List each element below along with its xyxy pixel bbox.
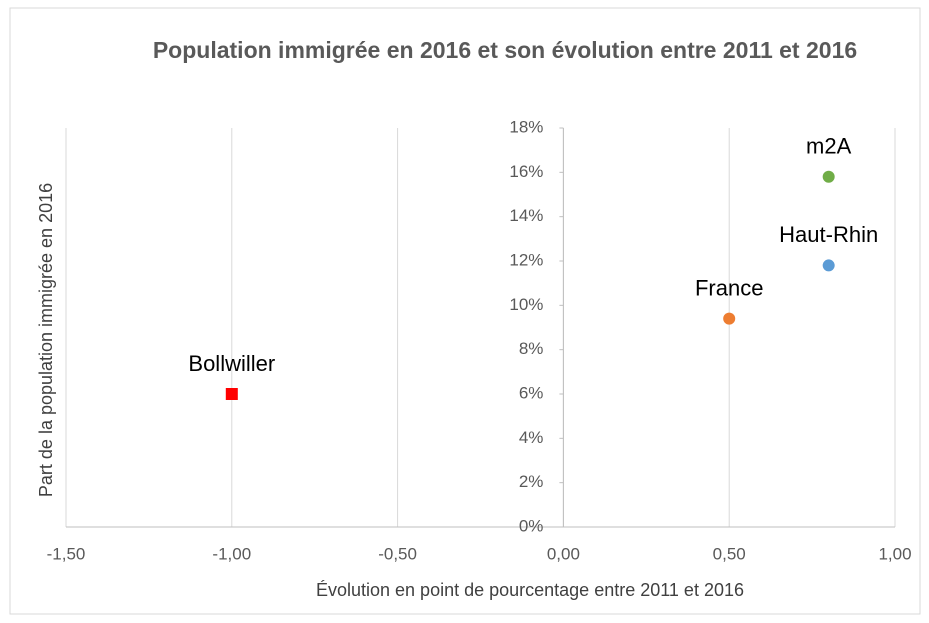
y-tick-label: 12% (509, 250, 543, 269)
y-tick-label: 8% (519, 339, 544, 358)
y-tick-label: 0% (519, 516, 544, 535)
point (723, 312, 736, 325)
y-tick-label: 2% (519, 472, 544, 491)
x-tick-label: 0,00 (547, 544, 580, 563)
y-tick-label: 10% (509, 295, 543, 314)
x-tick-label: -0,50 (378, 544, 417, 563)
x-axis-title: Évolution en point de pourcentage entre … (316, 580, 744, 600)
point (225, 388, 238, 400)
y-tick-label: 14% (509, 206, 543, 225)
x-tick-label: -1,50 (47, 544, 86, 563)
x-tick-label: 1,00 (878, 544, 911, 563)
point-label: Haut-Rhin (779, 222, 878, 247)
y-tick-label: 6% (519, 383, 544, 402)
point-label: Bollwiller (188, 351, 275, 376)
x-tick-label: -1,00 (212, 544, 251, 563)
y-tick-label: 4% (519, 428, 544, 447)
y-tick-label: 18% (509, 117, 543, 136)
chart-title: Population immigrée en 2016 et son évolu… (152, 37, 858, 63)
y-tick-label: 16% (509, 162, 543, 181)
y-axis-title: Part de la population immigrée en 2016 (36, 183, 56, 497)
point (822, 259, 835, 272)
point-label: France (695, 275, 763, 300)
point-label: m2A (806, 134, 852, 159)
chart-border (9, 7, 921, 615)
point (822, 170, 835, 183)
x-tick-label: 0,50 (713, 544, 746, 563)
